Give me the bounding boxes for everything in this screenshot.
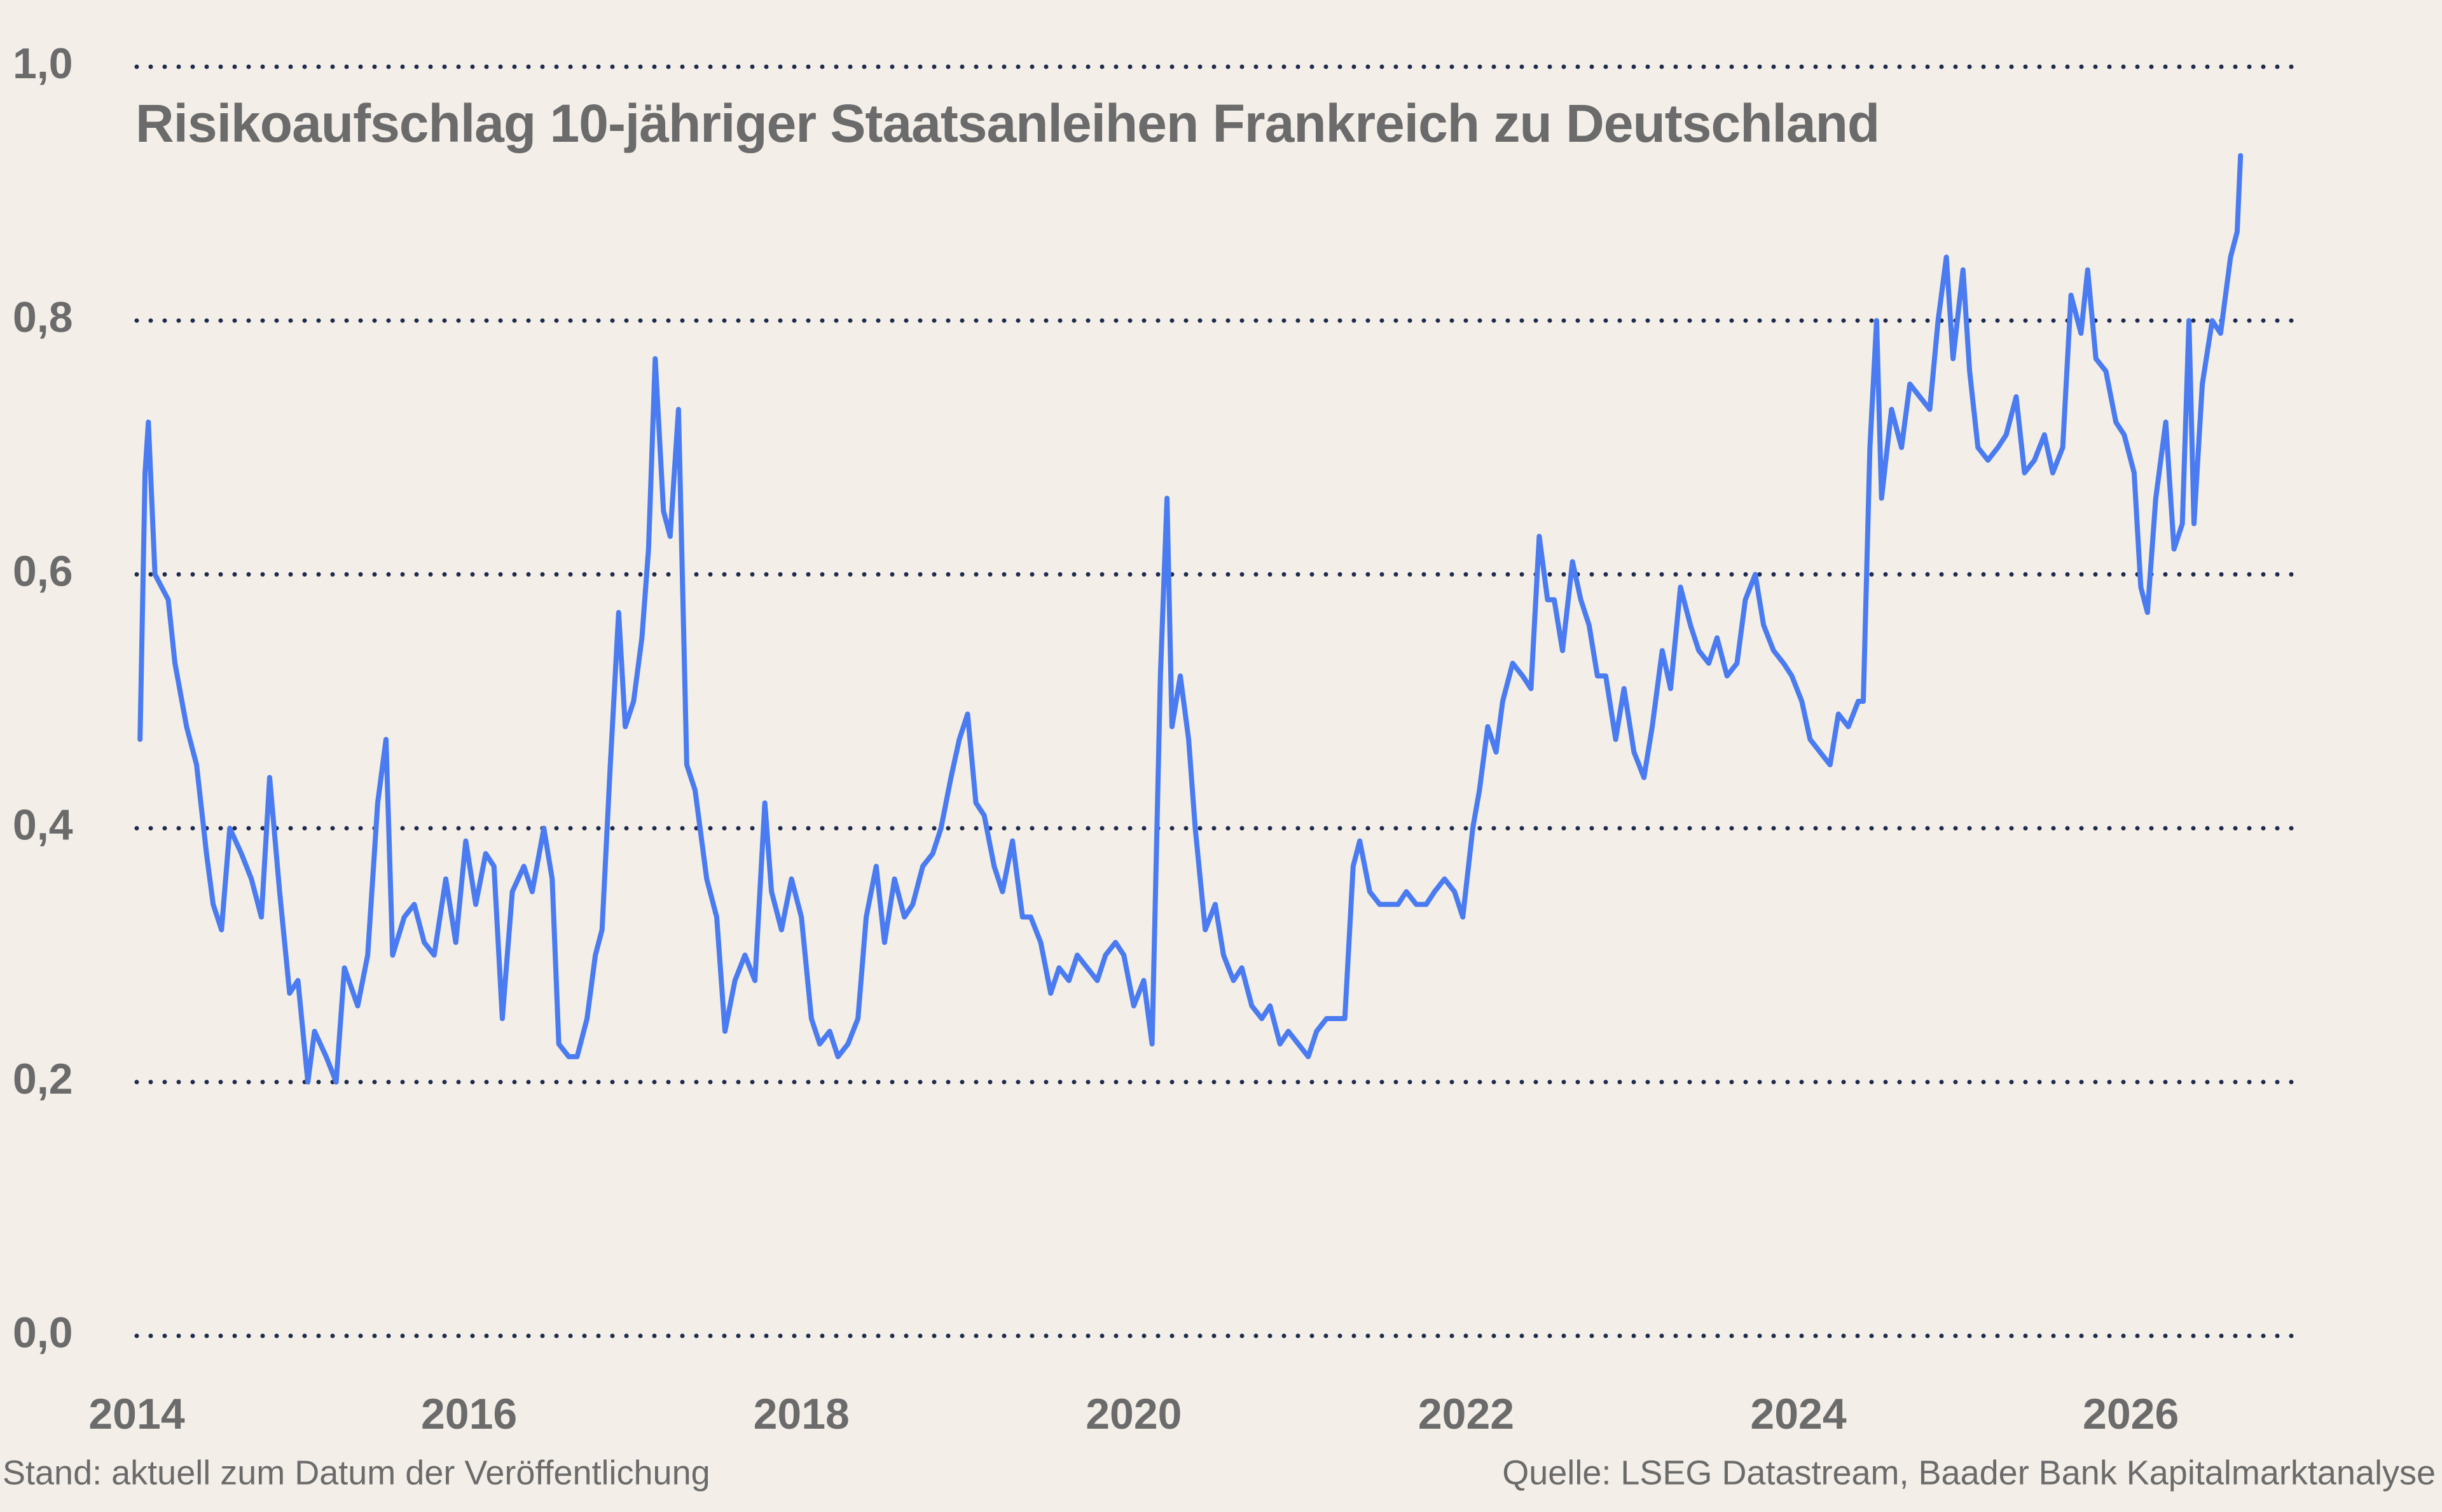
- note: Stand: aktuell zum Datum der Veröffentli…: [3, 1454, 710, 1492]
- chart-title: Risikoaufschlag 10-jähriger Staatsanleih…: [135, 93, 1879, 153]
- y-tick-label: 0,8: [13, 293, 73, 341]
- x-tick-label: 2024: [1750, 1390, 1846, 1438]
- y-tick-label: 0,0: [13, 1309, 73, 1357]
- source: Quelle: LSEG Datastream, Baader Bank Kap…: [1502, 1454, 2436, 1492]
- data-line: [137, 153, 2244, 1085]
- y-tick-label: 0,6: [13, 547, 73, 595]
- x-tick-label: 2018: [754, 1390, 850, 1438]
- x-tick-label: 2016: [421, 1390, 517, 1438]
- y-tick-label: 0,4: [13, 801, 73, 849]
- x-tick-label: 2014: [88, 1390, 184, 1438]
- x-tick-label: 2026: [2083, 1390, 2179, 1438]
- x-tick-label: 2020: [1086, 1390, 1182, 1438]
- y-tick-label: 0,2: [13, 1055, 73, 1103]
- y-tick-label: 1,0: [13, 39, 73, 88]
- x-tick-label: 2022: [1418, 1390, 1514, 1438]
